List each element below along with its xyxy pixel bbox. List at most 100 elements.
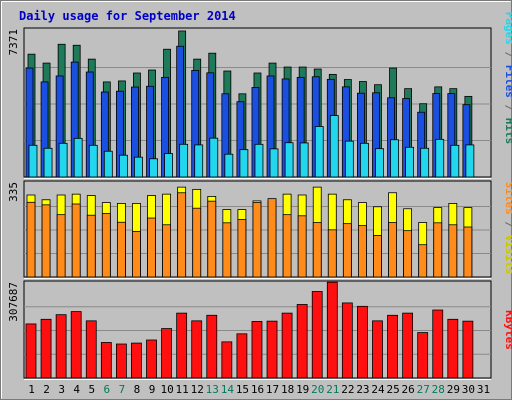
bar-kbytes-day-19 <box>296 304 308 379</box>
bar-kbytes-day-17 <box>266 320 278 379</box>
bar-sites-day-1 <box>26 201 36 278</box>
bar-sites-day-4 <box>71 203 81 278</box>
bar-sites-day-28 <box>433 222 443 278</box>
bar-kbytes-day-26 <box>402 312 414 379</box>
panel-visits-sites: 335 <box>7 180 492 279</box>
bar-sites-day-5 <box>86 214 96 278</box>
bar-sites-day-8 <box>132 231 141 278</box>
bar-pages-day-13 <box>209 137 219 178</box>
y-max-label: 335 <box>7 182 20 202</box>
bar-pages-day-30 <box>465 144 475 178</box>
bar-kbytes-day-5 <box>85 320 97 379</box>
bar-pages-day-18 <box>284 142 294 178</box>
bar-sites-day-10 <box>162 224 171 278</box>
bar-pages-day-22 <box>344 140 354 178</box>
bar-kbytes-day-23 <box>357 305 368 379</box>
bar-kbytes-day-29 <box>447 318 459 379</box>
x-tick-label: 16 <box>251 383 264 396</box>
x-tick-label: 26 <box>402 383 415 396</box>
bar-sites-day-11 <box>177 192 187 278</box>
x-tick-label: 9 <box>149 383 156 396</box>
x-tick-label: 5 <box>88 383 95 396</box>
bar-kbytes-day-20 <box>311 291 323 379</box>
right-label-kbytes: KBytes <box>503 310 512 350</box>
bar-sites-day-24 <box>373 235 382 278</box>
bar-sites-day-21 <box>327 229 337 278</box>
right-label-sites-visits: Sites / Visits <box>503 182 512 275</box>
bar-pages-day-4 <box>73 137 83 178</box>
legend-text: Files <box>503 65 512 98</box>
x-tick-label: 11 <box>176 383 189 396</box>
bar-kbytes-day-22 <box>341 302 353 379</box>
bar-pages-day-12 <box>194 144 204 178</box>
x-tick-label: 19 <box>296 383 309 396</box>
x-tick-label: 29 <box>447 383 460 396</box>
bar-kbytes-day-15 <box>236 333 248 379</box>
bar-pages-day-10 <box>164 153 173 178</box>
bar-kbytes-day-24 <box>372 320 383 379</box>
x-tick-label: 21 <box>326 383 339 396</box>
bar-pages-day-2 <box>43 147 53 178</box>
panels-layer: 7371 335 307687 <box>7 27 492 380</box>
bar-sites-day-13 <box>207 200 217 278</box>
y-max-label: 7371 <box>7 29 20 56</box>
bar-pages-day-3 <box>58 142 68 178</box>
x-tick-label: 23 <box>356 383 369 396</box>
bar-pages-day-24 <box>375 148 384 178</box>
x-tick-label: 7 <box>119 383 126 396</box>
bar-sites-day-26 <box>403 230 413 278</box>
bar-sites-day-23 <box>358 225 367 278</box>
bar-kbytes-day-4 <box>70 311 82 379</box>
legend-text: Sites <box>503 182 512 215</box>
bar-kbytes-day-25 <box>387 314 398 379</box>
bar-kbytes-day-7 <box>115 343 127 379</box>
x-tick-label: 8 <box>134 383 141 396</box>
bar-sites-day-19 <box>297 215 307 278</box>
x-tick-label: 6 <box>104 383 111 396</box>
bar-kbytes-day-2 <box>40 318 52 379</box>
bar-pages-day-6 <box>103 150 113 178</box>
bar-pages-day-27 <box>420 147 430 178</box>
bar-kbytes-day-9 <box>146 339 157 379</box>
x-tick-label: 1 <box>28 383 35 396</box>
bar-pages-day-17 <box>269 148 279 178</box>
x-tick-label: 10 <box>160 383 173 396</box>
bar-kbytes-day-27 <box>417 332 429 379</box>
legend-text: / <box>503 98 512 118</box>
x-tick-label: 12 <box>191 383 204 396</box>
panel-hits-files-pages: 7371 <box>7 27 492 179</box>
bar-kbytes-day-6 <box>100 342 112 379</box>
bar-sites-day-16 <box>252 202 262 278</box>
legend-text: Hits <box>503 118 512 145</box>
x-tick-label: 2 <box>43 383 50 396</box>
right-label-pages-files-hits: Pages / Files / Hits <box>503 12 512 145</box>
bar-sites-day-6 <box>101 213 111 278</box>
x-tick-label: 4 <box>73 383 80 396</box>
bar-pages-day-11 <box>179 143 189 178</box>
x-tick-label: 27 <box>417 383 430 396</box>
bar-sites-day-12 <box>192 207 202 278</box>
legend-text: Pages <box>503 12 512 45</box>
bar-pages-day-8 <box>134 156 143 178</box>
bar-sites-day-27 <box>418 244 428 278</box>
bar-pages-day-20 <box>314 126 324 178</box>
bar-kbytes-day-1 <box>25 323 37 379</box>
legend-text: / <box>503 45 512 65</box>
x-tick-label: 15 <box>236 383 249 396</box>
bar-pages-day-29 <box>450 144 460 178</box>
bar-pages-day-14 <box>224 153 234 178</box>
bar-sites-day-20 <box>312 222 322 278</box>
x-tick-label: 13 <box>206 383 219 396</box>
bar-kbytes-day-10 <box>161 328 172 379</box>
bar-sites-day-9 <box>147 217 156 278</box>
bar-pages-day-28 <box>435 138 445 178</box>
bar-sites-day-29 <box>448 224 458 278</box>
x-axis-labels: 1 2 3 4 5 6 7 8 9 10 11 12 13 14 15 16 17 18 19 20 21 22 23 24 2… <box>28 383 490 396</box>
bar-sites-day-25 <box>388 222 397 278</box>
bar-pages-day-16 <box>254 143 264 178</box>
bar-kbytes-day-21 <box>326 281 338 379</box>
bar-pages-day-1 <box>28 144 38 178</box>
bar-kbytes-day-28 <box>432 309 444 379</box>
